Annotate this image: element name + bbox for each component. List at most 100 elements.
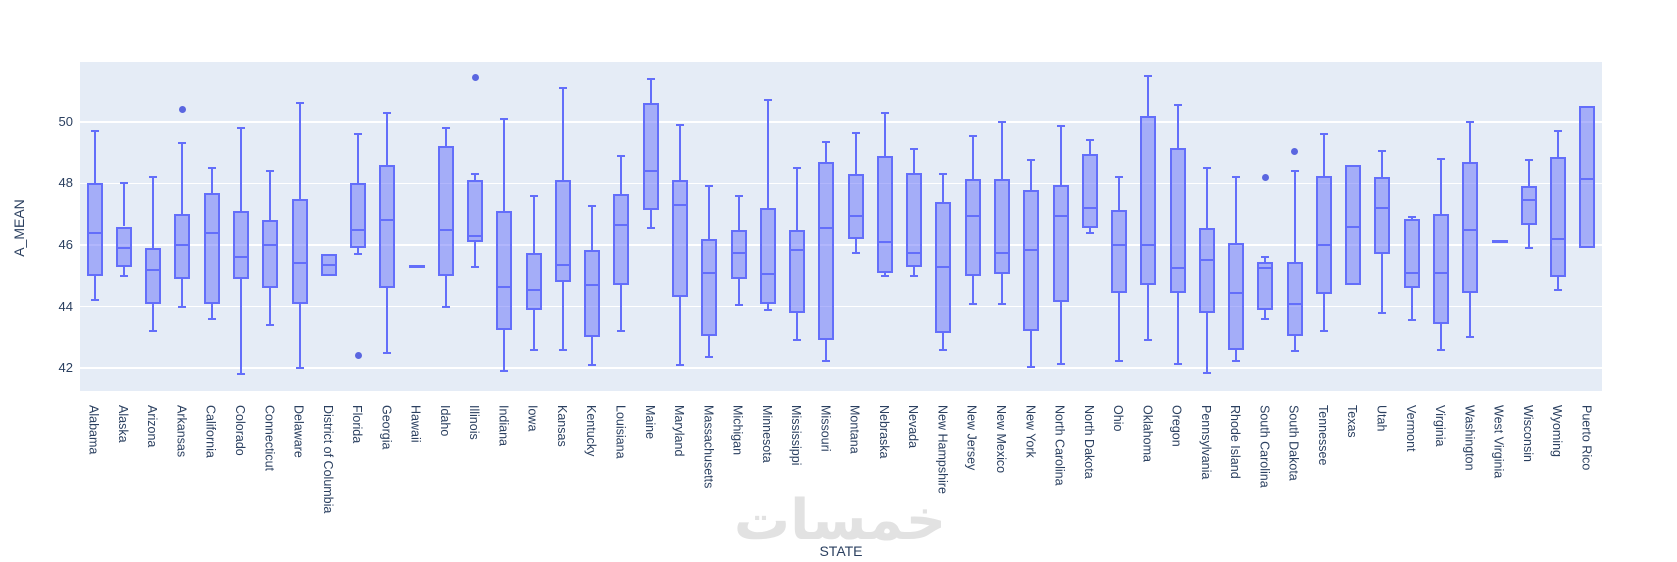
lower-whisker[interactable] (181, 278, 184, 307)
median-line[interactable] (642, 170, 659, 173)
iqr-box[interactable] (262, 220, 279, 289)
iqr-box[interactable] (1579, 106, 1596, 249)
upper-whisker[interactable] (649, 78, 652, 104)
iqr-box[interactable] (847, 174, 864, 239)
lower-whisker[interactable] (913, 266, 916, 276)
lower-whisker-cap[interactable] (1407, 319, 1416, 322)
iqr-box[interactable] (1403, 218, 1420, 289)
median-line[interactable] (672, 203, 688, 206)
box-district-of-columbia[interactable] (314, 62, 343, 391)
box-florida[interactable] (343, 62, 372, 391)
box-kansas[interactable] (548, 62, 577, 391)
lower-whisker[interactable] (1527, 224, 1530, 249)
lower-whisker-cap[interactable] (207, 317, 216, 320)
upper-whisker-cap[interactable] (1437, 157, 1445, 160)
upper-whisker[interactable] (474, 174, 477, 181)
iqr-box[interactable] (789, 229, 806, 313)
lower-whisker-cap[interactable] (1261, 317, 1270, 320)
lower-whisker[interactable] (825, 340, 828, 361)
median-line[interactable] (1403, 271, 1420, 274)
lower-whisker-cap[interactable] (1232, 359, 1241, 362)
lower-whisker-cap[interactable] (1056, 362, 1065, 365)
iqr-box[interactable] (1550, 157, 1567, 278)
box-montana[interactable] (841, 62, 870, 391)
box-virginia[interactable] (1426, 62, 1455, 391)
lower-whisker-cap[interactable] (178, 305, 187, 308)
lower-whisker[interactable] (620, 285, 623, 332)
median-dash[interactable] (408, 265, 425, 269)
lower-whisker[interactable] (298, 303, 301, 369)
iqr-box[interactable] (379, 164, 396, 289)
median-line[interactable] (584, 284, 601, 287)
lower-whisker[interactable] (708, 335, 711, 358)
box-indiana[interactable] (490, 62, 519, 391)
upper-whisker-cap[interactable] (207, 166, 216, 169)
lower-whisker-cap[interactable] (910, 274, 919, 277)
upper-whisker-cap[interactable] (119, 182, 128, 185)
upper-whisker-cap[interactable] (558, 86, 567, 89)
box-utah[interactable] (1368, 62, 1397, 391)
outlier-point[interactable] (178, 105, 186, 113)
median-line[interactable] (701, 271, 718, 274)
lower-whisker-cap[interactable] (471, 265, 480, 268)
box-washington[interactable] (1456, 62, 1485, 391)
lower-whisker[interactable] (561, 281, 564, 350)
upper-whisker[interactable] (679, 124, 681, 181)
lower-whisker[interactable] (444, 275, 447, 307)
lower-whisker-cap[interactable] (1144, 339, 1153, 342)
lower-whisker-cap[interactable] (1085, 231, 1094, 234)
upper-whisker-cap[interactable] (1085, 139, 1094, 142)
upper-whisker-cap[interactable] (997, 120, 1006, 123)
box-rhode-island[interactable] (1222, 62, 1251, 391)
lower-whisker[interactable] (474, 241, 477, 267)
box-nebraska[interactable] (870, 62, 899, 391)
median-line[interactable] (1520, 199, 1537, 202)
upper-whisker-cap[interactable] (529, 194, 538, 197)
upper-whisker[interactable] (1147, 75, 1150, 116)
median-line[interactable] (320, 264, 337, 266)
upper-whisker-cap[interactable] (910, 148, 919, 151)
iqr-box[interactable] (350, 183, 367, 249)
upper-whisker-cap[interactable] (383, 111, 392, 114)
median-line[interactable] (554, 264, 571, 266)
upper-whisker[interactable] (210, 167, 213, 193)
lower-whisker-cap[interactable] (119, 274, 128, 277)
upper-whisker[interactable] (1469, 121, 1472, 162)
upper-whisker-cap[interactable] (1232, 176, 1241, 179)
lower-whisker[interactable] (1205, 312, 1208, 373)
box-south-dakota[interactable] (1280, 62, 1309, 391)
upper-whisker[interactable] (1059, 126, 1062, 185)
lower-whisker-cap[interactable] (90, 299, 99, 302)
lower-whisker-cap[interactable] (441, 305, 450, 308)
box-iowa[interactable] (519, 62, 548, 391)
lower-whisker-cap[interactable] (236, 373, 245, 376)
upper-whisker-cap[interactable] (705, 185, 714, 188)
lower-whisker-cap[interactable] (822, 359, 831, 362)
lower-whisker[interactable] (93, 275, 96, 301)
iqr-box[interactable] (964, 178, 981, 276)
lower-whisker-cap[interactable] (1554, 288, 1563, 291)
upper-whisker-cap[interactable] (441, 126, 450, 129)
upper-whisker[interactable] (561, 87, 564, 181)
upper-whisker[interactable] (1000, 121, 1003, 179)
box-louisiana[interactable] (607, 62, 636, 391)
box-illinois[interactable] (461, 62, 490, 391)
upper-whisker-cap[interactable] (471, 173, 480, 176)
iqr-box[interactable] (1257, 261, 1274, 310)
lower-whisker[interactable] (766, 303, 769, 310)
iqr-box[interactable] (145, 248, 162, 304)
iqr-box[interactable] (525, 252, 542, 310)
iqr-box[interactable] (759, 208, 776, 304)
lower-whisker[interactable] (210, 303, 213, 319)
box-oregon[interactable] (1163, 62, 1192, 391)
upper-whisker-cap[interactable] (588, 205, 597, 208)
lower-whisker[interactable] (854, 238, 857, 253)
lower-whisker[interactable] (503, 329, 506, 372)
iqr-box[interactable] (1228, 243, 1245, 350)
median-line[interactable] (1579, 177, 1596, 180)
outlier-point[interactable] (354, 352, 362, 360)
iqr-box[interactable] (232, 211, 249, 279)
upper-whisker[interactable] (269, 171, 272, 221)
upper-whisker-cap[interactable] (968, 134, 977, 137)
median-line[interactable] (876, 240, 893, 243)
